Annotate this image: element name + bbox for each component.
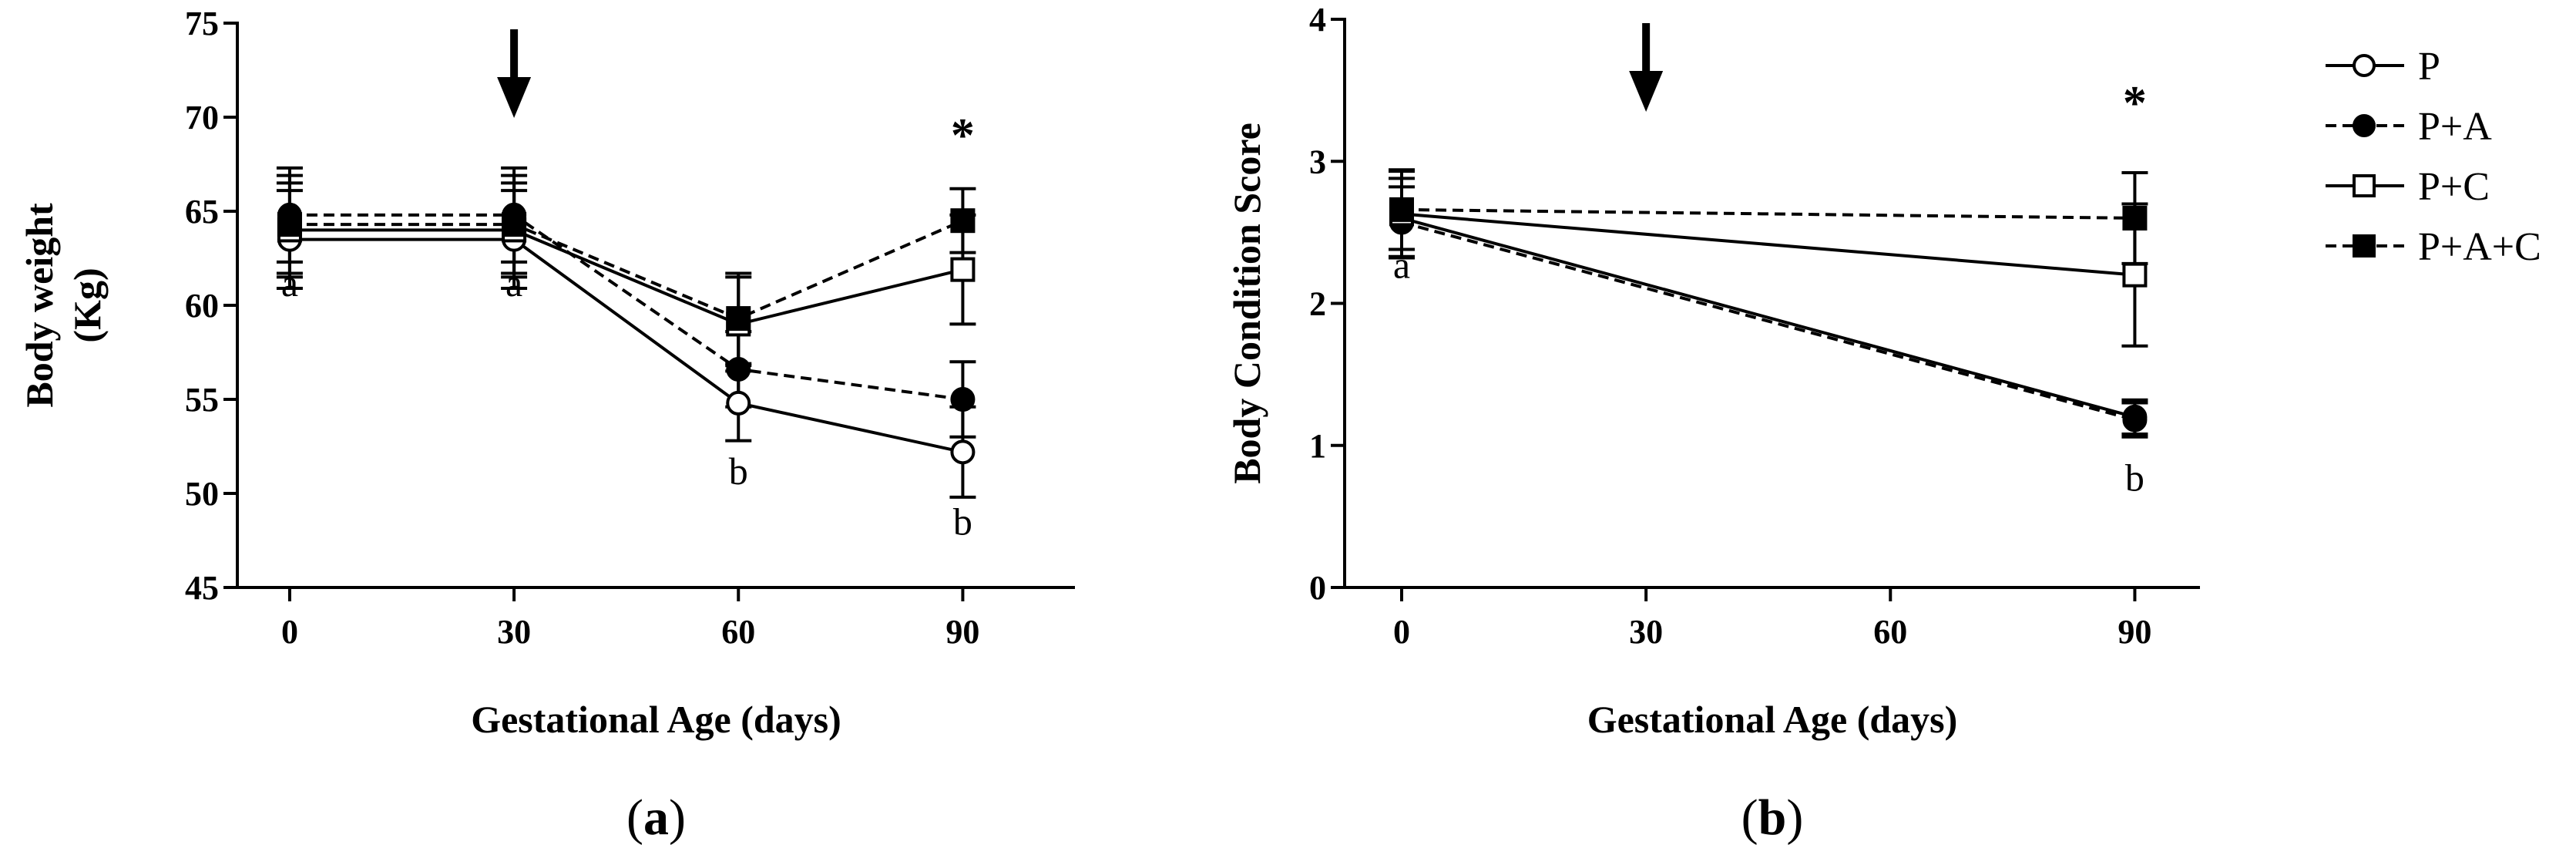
x-axis-title: Gestational Age (days) [471,698,841,741]
data-point [950,439,976,465]
x-tick-label: 30 [1629,613,1663,651]
panel-a: 45 50 55 60 65 70 75 0 30 60 90 Gestational Age (da… [18,5,1075,846]
series-line [1401,212,2135,277]
x-tick-label: 60 [721,613,755,651]
series-line [1401,207,2135,220]
y-tick-label: 50 [185,475,219,513]
legend-label: P+A+C [2418,225,2541,269]
panel-label: (b) [1741,789,1804,846]
series-line [289,219,964,321]
data-point [726,306,751,332]
x-tick-label: 30 [497,613,531,651]
y-tick-label: 1 [1309,427,1326,465]
series-line [1401,217,2135,419]
significance-label: a [1393,243,1410,286]
data-point [2122,205,2148,231]
data-point [2122,262,2148,288]
significance-label: * [2123,77,2147,130]
significance-label: b [953,500,972,544]
x-tick-label: 60 [1873,613,1907,651]
legend-marker [2353,114,2376,137]
legend-label: P [2418,45,2440,89]
y-tick-label: 55 [185,381,219,419]
series-line [289,237,963,454]
x-tick-label: 90 [2118,613,2151,651]
series-line [1401,220,2135,422]
y-tick-label: 65 [185,193,219,231]
treatment-arrow-head [1629,71,1664,112]
data-point [726,390,751,416]
data-point [2122,407,2148,433]
data-point [502,212,527,237]
data-point [950,208,976,234]
legend-marker [2353,234,2376,258]
y-tick-label: 0 [1309,569,1326,607]
x-tick-label: 90 [945,613,979,651]
x-tick-label: 0 [281,613,298,651]
x-axis-title: Gestational Age (days) [1587,698,1958,741]
legend: P P+A P+C P+A+C [2326,45,2541,269]
panel-b: 0 1 2 3 4 0 30 60 90 Gestational Age (days) Body C… [1225,1,2200,846]
y-tick-label: 4 [1309,1,1326,39]
y-tick-label: 3 [1309,143,1326,180]
legend-label: P+A [2418,105,2492,149]
y-tick-label: 60 [185,287,219,325]
y-axis-title-line2: (Kg) [65,268,109,342]
series-line [289,228,963,326]
data-point [1389,197,1414,222]
y-tick-label: 2 [1309,285,1326,323]
significance-label: b [2125,456,2144,500]
y-tick-label: 70 [185,99,219,136]
data-point [950,257,976,282]
series-line [289,213,963,401]
data-point [277,212,302,237]
x-tick-label: 0 [1393,613,1410,651]
legend-marker [2353,174,2376,197]
legend-label: P+C [2418,165,2490,209]
y-axis-title-line1: Body weight [18,203,61,408]
significance-label: a [505,261,522,305]
treatment-arrow-head [497,77,532,118]
significance-label: * [951,109,975,162]
y-tick-label: 75 [185,5,219,42]
legend-marker [2353,54,2376,77]
data-point [726,356,751,382]
significance-label: b [729,449,748,493]
y-tick-label: 45 [185,569,219,607]
significance-label: a [281,261,298,305]
panel-label: (a) [626,789,686,846]
y-axis-title: Body Condition Score [1225,123,1268,484]
data-point [950,387,976,412]
